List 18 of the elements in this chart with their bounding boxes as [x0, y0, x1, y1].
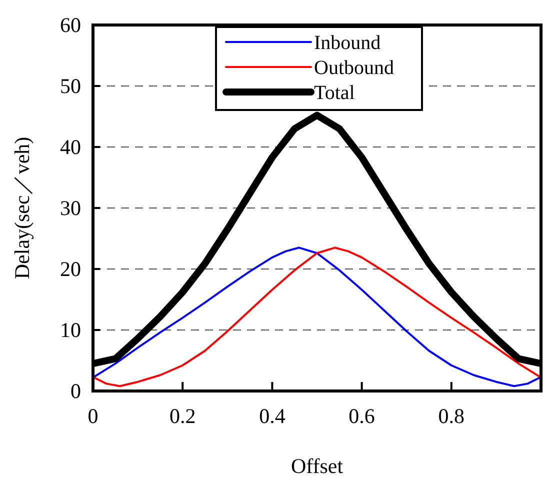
x-axis-title: Offset: [290, 454, 344, 478]
y-tick-label: 40: [60, 135, 81, 159]
x-tick-label: 0.8: [438, 404, 465, 428]
y-tick-label: 50: [60, 74, 81, 98]
y-tick-label: 60: [60, 13, 81, 37]
x-tick-label: 0.2: [169, 404, 196, 428]
y-tick-label: 0: [70, 379, 81, 403]
legend-label: Total: [314, 82, 356, 104]
x-tick-label: 0.4: [259, 404, 286, 428]
line-series: [93, 246, 541, 388]
legend-label: Outbound: [314, 57, 394, 79]
x-tick-label: 0.6: [348, 404, 375, 428]
y-tick-label: 20: [60, 257, 81, 281]
y-tick-label: 30: [60, 196, 81, 220]
legend-label: Inbound: [314, 32, 381, 54]
x-tick-label: 0: [88, 404, 98, 428]
y-axis-title: Delay(sec／veh): [10, 136, 34, 280]
y-tick-label: 10: [60, 318, 81, 342]
